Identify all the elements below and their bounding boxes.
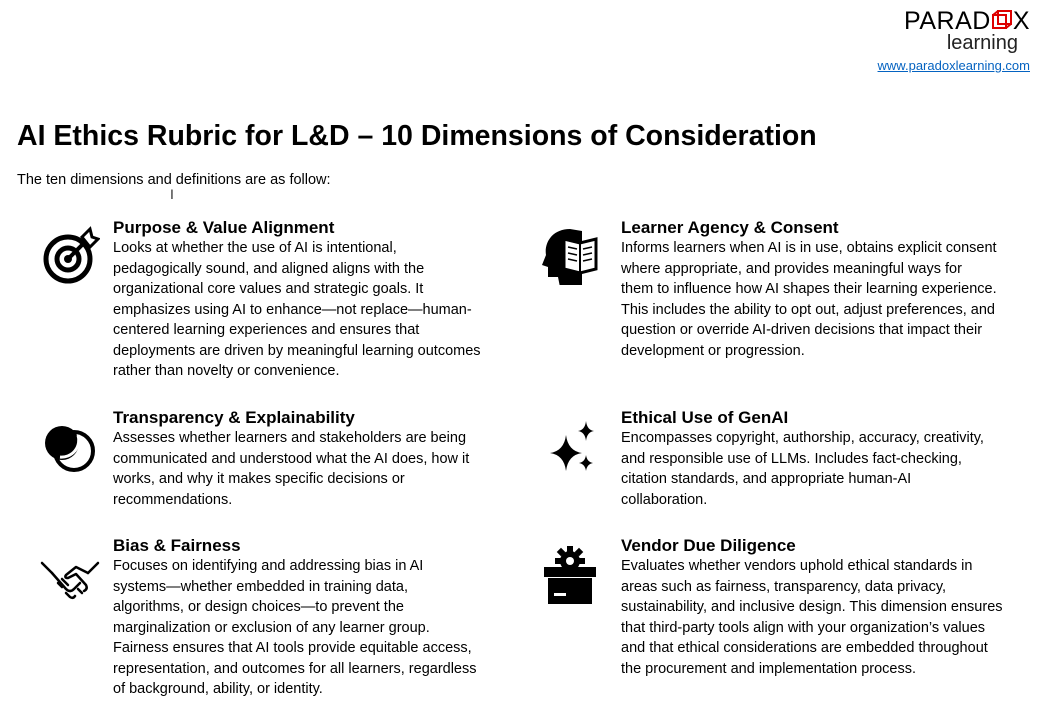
dimension-description-line: Encompasses copyright, authorship, accur… xyxy=(621,430,984,446)
dimension-description-line: collaboration. xyxy=(621,491,708,508)
dimension-description-line: the procurement and implementation proce… xyxy=(621,660,916,677)
dimension-description-line: organizational core values and strategic… xyxy=(113,281,424,297)
dimension-title: Ethical Use of GenAI xyxy=(621,408,789,427)
cube-icon xyxy=(991,10,1012,29)
dimension-description-line: citation standards, and appropriate huma… xyxy=(621,471,912,487)
intro-text: The ten dimensions and definitions are a… xyxy=(17,172,331,188)
page-title: AI Ethics Rubric for L&D – 10 Dimensions… xyxy=(17,120,817,152)
dimension-description-line: marginalization or exclusion of any lear… xyxy=(113,619,430,636)
dimension-description-line: development or progression. xyxy=(621,342,805,359)
dimension-description-line: areas such as fairness, transparency, da… xyxy=(621,578,947,595)
dimension-description-line: centered learning experiences and ensure… xyxy=(113,322,420,338)
dimension-description-line: emphasizes using AI to enhance—not repla… xyxy=(113,301,472,318)
logo-text: X xyxy=(1012,7,1030,35)
dimension-description-line: and responsible use of LLMs. Includes fa… xyxy=(621,450,962,467)
dimension-description-line: sustainability, and inclusive design. Th… xyxy=(621,599,1003,615)
box-gear-icon xyxy=(544,546,596,604)
dimension-description-line: Focuses on identifying and addressing bi… xyxy=(113,558,424,574)
dimension-description-line: Informs learners when AI is in use, obta… xyxy=(621,240,997,256)
head-book-icon xyxy=(542,229,598,285)
dimension-description-line: Looks at whether the use of AI is intent… xyxy=(113,240,397,256)
dimension-description-line: works, and why it makes specific decisio… xyxy=(113,471,405,487)
target-icon xyxy=(43,226,100,284)
dimension-description-line: Evaluates whether vendors uphold ethical… xyxy=(621,558,973,574)
dimension-description-line: that third-party tools align with your o… xyxy=(621,619,986,636)
dimension-title: Learner Agency & Consent xyxy=(621,218,839,237)
dimension-description-line: of background, ability, or identity. xyxy=(113,681,323,697)
logo-wordmark: PARAD X xyxy=(878,8,1030,34)
dimension-description-line: communicated and understood what the AI … xyxy=(113,450,470,467)
dimension-description-line: question or override AI-driven decisions… xyxy=(621,322,983,338)
handshake-icon xyxy=(40,561,100,600)
dimension-description-line: Fairness ensures that AI tools provide e… xyxy=(113,640,472,656)
dimension-description-line: pedagogically sound, and aligned aligns … xyxy=(113,260,425,277)
dimension-description-line: This includes the ability to opt out, ad… xyxy=(621,301,995,318)
dimension-description-line: them to influence how AI shapes their le… xyxy=(621,281,997,297)
dimension-title: Purpose & Value Alignment xyxy=(113,218,335,237)
dimension-description-line: where appropriate, and provides meaningf… xyxy=(621,260,962,277)
dimension-title: Bias & Fairness xyxy=(113,536,241,555)
logo-text: PARAD xyxy=(904,7,991,35)
overlapping-circles-icon xyxy=(45,426,95,472)
logo-subtitle: learning xyxy=(946,32,1018,54)
dimension-description-line: and that ethical considerations are embe… xyxy=(621,640,988,656)
dimension-title: Vendor Due Diligence xyxy=(621,536,796,555)
text-cursor-icon: I xyxy=(170,186,174,202)
dimension-title: Transparency & Explainability xyxy=(113,408,355,427)
dimension-description-line: systems—whether embedded in training dat… xyxy=(113,578,408,595)
dimension-description-line: deployments are driven by meaningful lea… xyxy=(113,342,481,359)
dimension-description-line: representation, and outcomes for all lea… xyxy=(113,660,477,677)
sparkles-icon xyxy=(550,421,594,471)
dimension-description-line: algorithms, or design choices—to prevent… xyxy=(113,599,404,615)
dimension-description-line: Assesses whether learners and stakeholde… xyxy=(113,430,467,446)
dimension-description-line: rather than novelty or convenience. xyxy=(113,363,340,379)
logo: PARAD X learning www.paradoxlearning.com xyxy=(878,8,1030,73)
dimension-description-line: recommendations. xyxy=(113,491,233,508)
website-link[interactable]: www.paradoxlearning.com xyxy=(877,58,1030,73)
